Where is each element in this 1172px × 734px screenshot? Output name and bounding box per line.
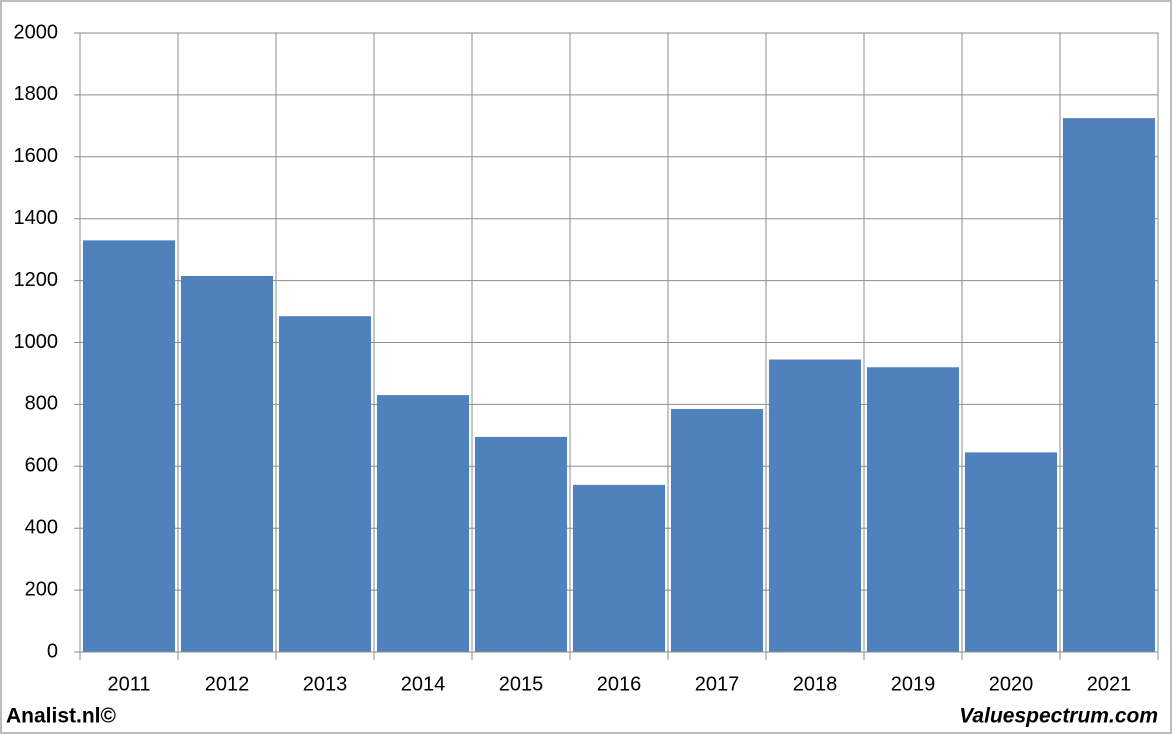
bar [180, 275, 274, 652]
x-tick-label: 2016 [597, 673, 642, 695]
bar [82, 240, 176, 653]
bar [1062, 118, 1156, 653]
x-tick-label: 2018 [793, 673, 838, 695]
y-tick-label: 0 [47, 640, 58, 662]
bar [964, 452, 1058, 652]
x-tick-label: 2017 [695, 673, 740, 695]
y-tick-label: 600 [25, 455, 58, 477]
x-tick-label: 2011 [107, 673, 150, 695]
y-tick-label: 1000 [14, 331, 59, 353]
x-tick-label: 2012 [205, 673, 250, 695]
footer-right: Valuespectrum.com [959, 705, 1158, 728]
bar [278, 316, 372, 652]
y-tick-label: 800 [25, 393, 58, 415]
bar [474, 436, 568, 652]
x-tick-label: 2020 [989, 673, 1034, 695]
bar [376, 395, 470, 652]
y-tick-label: 1600 [14, 145, 59, 167]
y-tick-label: 400 [25, 516, 58, 538]
y-tick-label: 1200 [14, 269, 59, 291]
x-tick-label: 2014 [401, 673, 446, 695]
x-tick-label: 2013 [303, 673, 348, 695]
footer-left: Analist.nl© [6, 705, 117, 728]
bar [866, 367, 960, 652]
bar [768, 359, 862, 652]
x-tick-label: 2015 [499, 673, 544, 695]
bar [670, 409, 764, 652]
y-tick-label: 1800 [14, 83, 59, 105]
x-tick-label: 2019 [891, 673, 936, 695]
bar [572, 484, 666, 652]
x-tick-label: 2021 [1087, 673, 1132, 695]
y-tick-label: 1400 [14, 207, 59, 229]
y-tick-label: 200 [25, 578, 58, 600]
y-tick-label: 2000 [14, 21, 59, 43]
